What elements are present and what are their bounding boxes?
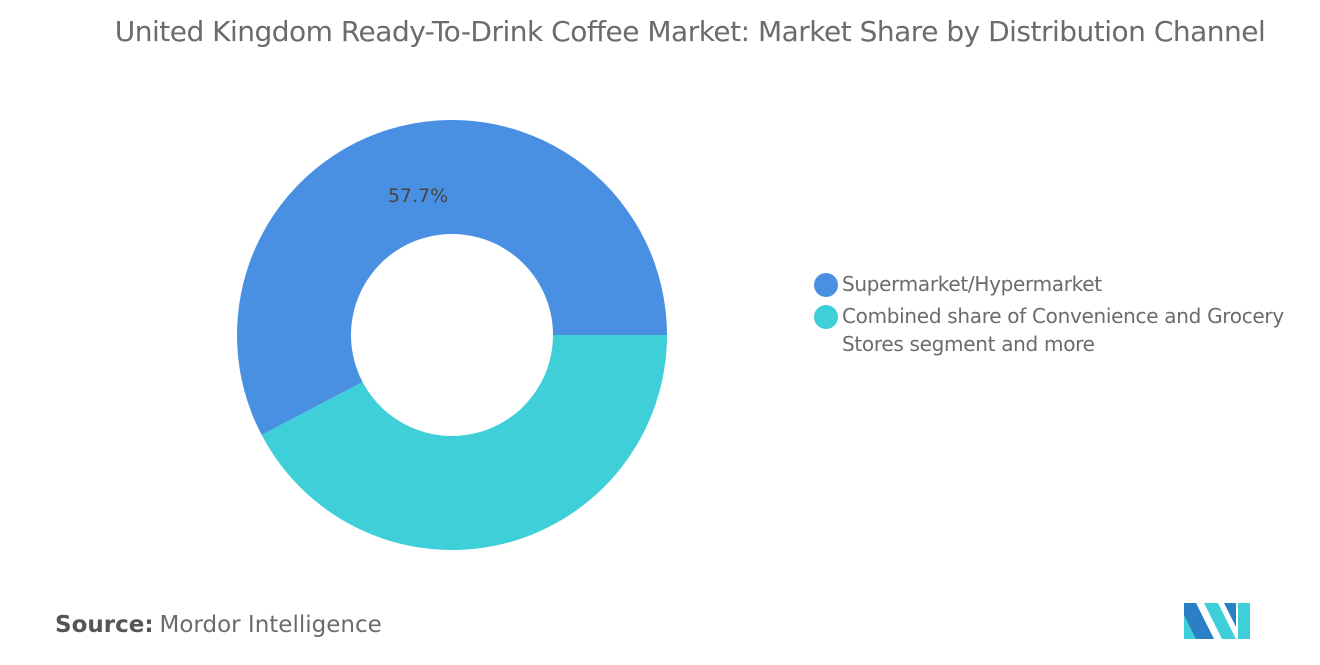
- data-label-0: 57.7%: [388, 185, 448, 207]
- legend-item-convenience[interactable]: Combined share of Convenience and Grocer…: [814, 302, 1314, 358]
- legend-label: Combined share of Convenience and Grocer…: [842, 304, 1284, 356]
- legend-item-supermarket[interactable]: Supermarket/Hypermarket: [814, 270, 1314, 298]
- source-value: Mordor Intelligence: [159, 612, 382, 638]
- chart-title: United Kingdom Ready-To-Drink Coffee Mar…: [114, 15, 1266, 48]
- legend-swatch: [814, 273, 838, 297]
- legend-label: Supermarket/Hypermarket: [842, 272, 1102, 296]
- mordor-logo-icon: [1184, 603, 1250, 639]
- donut-slice-0[interactable]: [237, 120, 667, 436]
- legend: Supermarket/Hypermarket Combined share o…: [814, 270, 1314, 362]
- source-label: Source:: [55, 612, 154, 638]
- legend-swatch: [814, 305, 838, 329]
- donut-slice-1[interactable]: [261, 335, 667, 551]
- source-note: Source: Mordor Intelligence: [55, 612, 382, 638]
